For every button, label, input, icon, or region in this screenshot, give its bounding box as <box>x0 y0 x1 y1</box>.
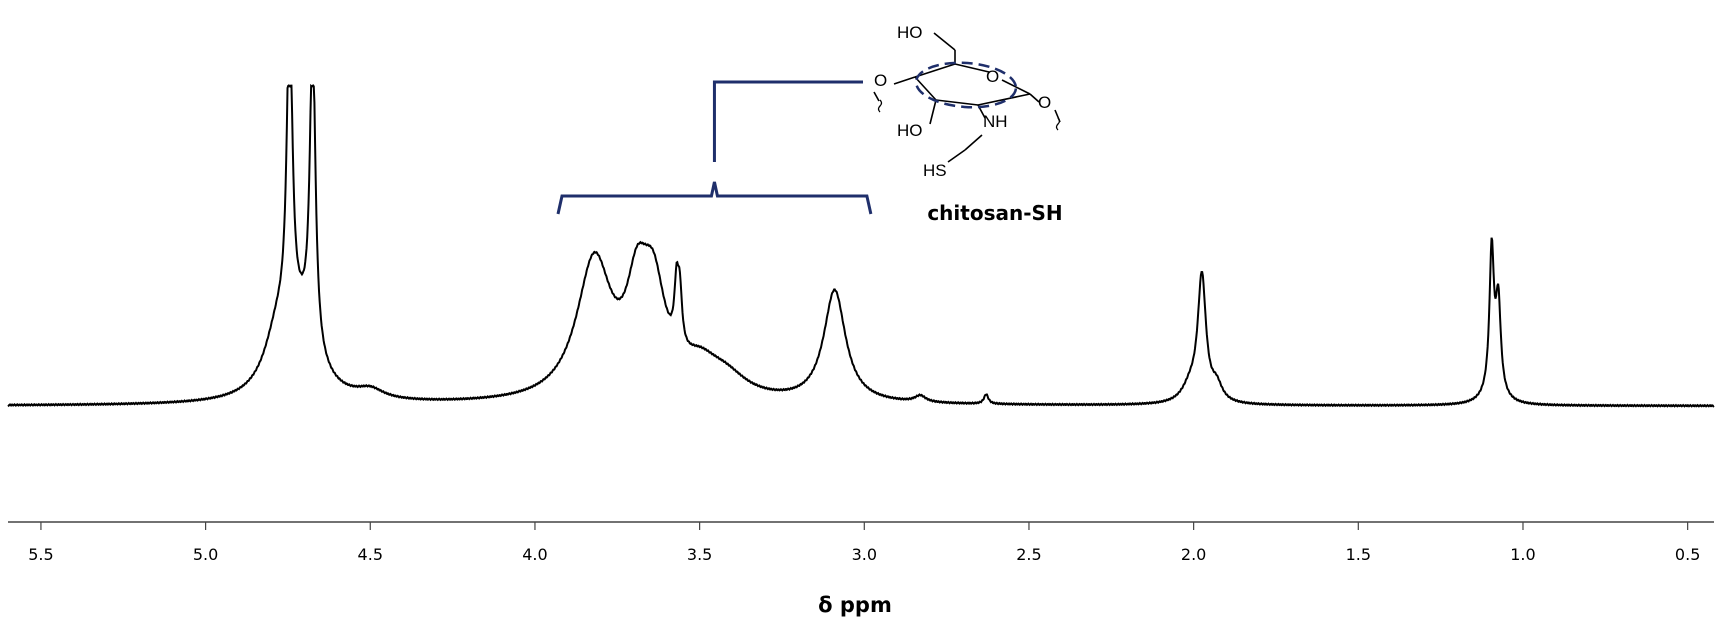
ring-highlight-ellipse <box>914 61 1018 109</box>
ring-o-label: O <box>986 67 999 86</box>
x-tick-label: 5.0 <box>193 545 218 564</box>
ho-bottom-label: HO <box>897 121 923 140</box>
x-tick-label: 4.0 <box>522 545 547 564</box>
integration-bracket <box>556 80 873 215</box>
wavy-bond-left-icon <box>877 99 883 113</box>
x-tick-label: 1.0 <box>1510 545 1535 564</box>
x-axis-ticks: 5.5 5.0 4.5 4.0 3.5 3.0 2.5 2.0 1.5 1.0 0.5 <box>28 522 1700 564</box>
x-tick-label: 0.5 <box>1675 545 1700 564</box>
x-tick-label: 4.5 <box>358 545 383 564</box>
x-axis-title: δ ppm <box>818 593 892 617</box>
x-tick-label: 2.5 <box>1016 545 1041 564</box>
hs-label: HS <box>923 161 947 180</box>
x-tick-label: 3.0 <box>852 545 877 564</box>
wavy-bond-right-icon <box>1055 117 1061 131</box>
ho-top-label: HO <box>897 23 923 42</box>
bracket-connector <box>712 80 863 162</box>
x-tick-label: 3.5 <box>687 545 712 564</box>
spectrum-line <box>7 83 1715 408</box>
left-o-label: O <box>874 71 887 90</box>
right-o-label: O <box>1038 93 1051 112</box>
x-tick-label: 2.0 <box>1181 545 1206 564</box>
structure-bonds <box>873 32 1061 163</box>
chitosan-sh-structure: HO O O O HO NH HS chitosan-SH <box>873 23 1063 225</box>
x-tick-label: 5.5 <box>28 545 53 564</box>
nh-label: NH <box>983 112 1008 131</box>
x-tick-label: 1.5 <box>1346 545 1371 564</box>
compound-name: chitosan-SH <box>927 201 1062 225</box>
bracket-brace <box>556 181 873 215</box>
